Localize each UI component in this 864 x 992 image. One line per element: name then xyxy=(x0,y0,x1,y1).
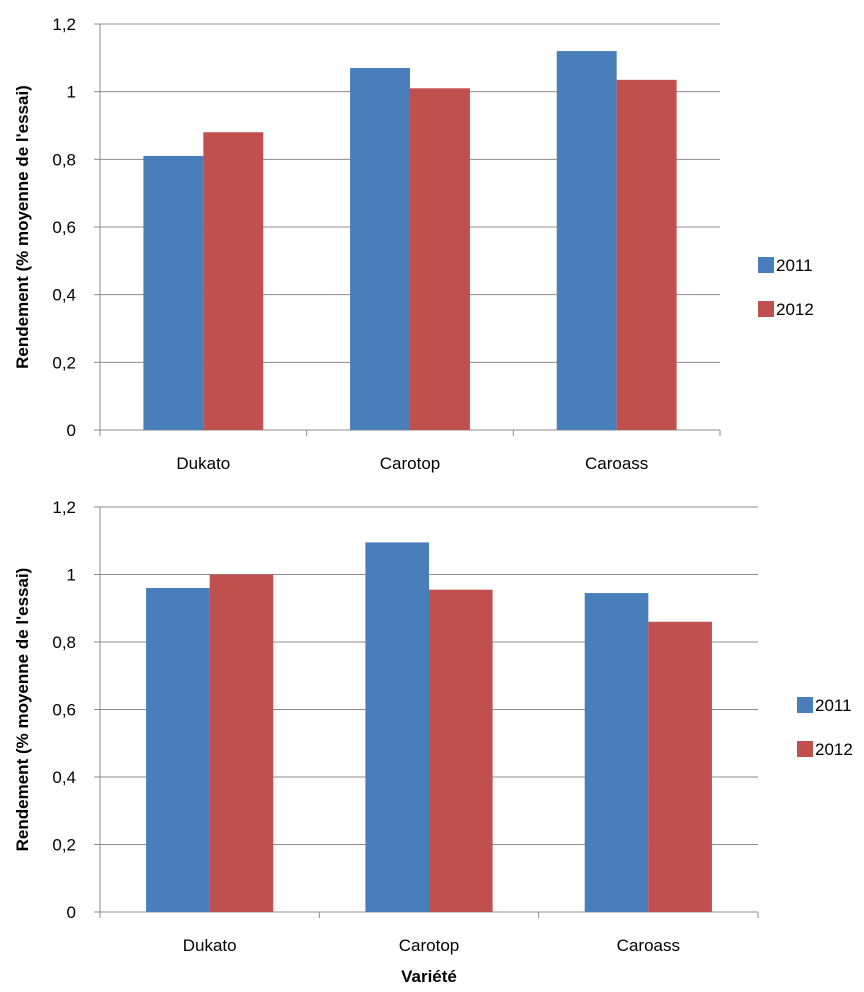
legend-swatch-2011 xyxy=(797,697,813,713)
y-tick-label: 0 xyxy=(67,421,76,440)
y-tick-label: 0,4 xyxy=(52,768,76,787)
x-category-label: Caroass xyxy=(617,936,680,955)
y-tick-label: 0,8 xyxy=(52,633,76,652)
bar-dukato-2012 xyxy=(203,132,264,430)
bar-carotop-2012 xyxy=(429,589,493,912)
legend-label: 2012 xyxy=(776,300,814,319)
chart-1: 0 0,2 0,4 0,6 0,8 1 1,2 Dukato Carotop Caroass Ren… xyxy=(13,15,814,473)
bar-dukato-2011 xyxy=(143,155,204,430)
bar-dukato-2012 xyxy=(209,574,274,912)
y-tick-label: 1,2 xyxy=(52,498,76,517)
legend-swatch-2011 xyxy=(758,257,774,273)
y-axis-title: Rendement (% moyenne de l'essai) xyxy=(13,85,32,369)
y-tick-label: 1,2 xyxy=(52,15,76,34)
chart-2: 0 0,2 0,4 0,6 0,8 1 1,2 Dukato Carotop Caroass Ren… xyxy=(13,498,853,986)
y-tick-label: 1 xyxy=(67,566,76,585)
x-category-label: Caroass xyxy=(585,454,648,473)
y-tick-label: 0,4 xyxy=(52,286,76,305)
bar-dukato-2011 xyxy=(146,588,210,912)
bar-caroass-2012 xyxy=(648,621,712,912)
y-tick-label: 0,6 xyxy=(52,218,76,237)
x-axis-title: Variété xyxy=(401,967,457,986)
y-tick-label: 0,6 xyxy=(52,701,76,720)
x-category-label: Carotop xyxy=(380,454,440,473)
bar-caroass-2011 xyxy=(556,51,617,431)
bar-carotop-2011 xyxy=(350,67,410,430)
y-axis-title: Rendement (% moyenne de l'essai) xyxy=(13,568,32,852)
x-category-label: Dukato xyxy=(183,936,237,955)
legend-label: 2012 xyxy=(815,740,853,759)
y-tick-label: 1 xyxy=(67,83,76,102)
y-tick-label: 0,2 xyxy=(52,836,76,855)
x-category-label: Dukato xyxy=(176,454,230,473)
y-tick-label: 0,2 xyxy=(52,353,76,372)
legend-label: 2011 xyxy=(815,696,852,715)
legend-swatch-2012 xyxy=(797,741,813,757)
x-category-label: Carotop xyxy=(399,936,459,955)
bar-caroass-2012 xyxy=(616,79,677,430)
legend-swatch-2012 xyxy=(758,301,774,317)
y-tick-label: 0,8 xyxy=(52,150,76,169)
bar-carotop-2012 xyxy=(410,88,470,431)
y-tick-label: 0 xyxy=(67,903,76,922)
legend-label: 2011 xyxy=(776,256,813,275)
bar-carotop-2011 xyxy=(365,542,429,912)
bar-caroass-2011 xyxy=(584,593,649,912)
